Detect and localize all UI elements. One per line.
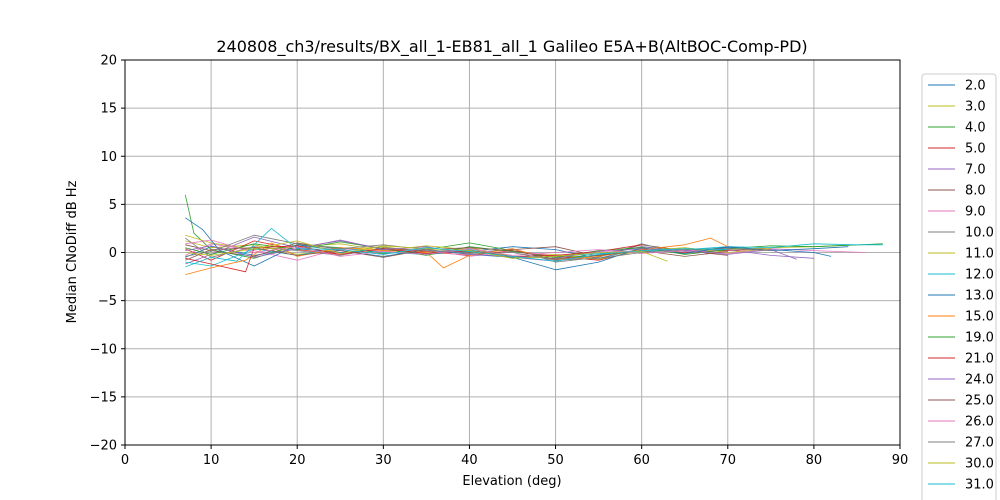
x-tick-label: 80 [806, 453, 823, 468]
series-line-30.0 [185, 240, 668, 262]
y-tick-label: 20 [100, 54, 117, 69]
legend-label: 11.0 [965, 247, 994, 262]
x-tick-label: 40 [461, 453, 478, 468]
legend-label: 3.0 [965, 100, 986, 115]
series-line-4.0 [184, 194, 883, 259]
y-tick-label: 0 [109, 246, 117, 261]
chart-title: 240808_ch3/results/BX_all_1-EB81_all_1 G… [216, 37, 807, 57]
legend-label: 24.0 [965, 373, 994, 388]
legend-label: 12.0 [965, 268, 994, 283]
legend-label: 25.0 [965, 394, 994, 409]
legend-label: 30.0 [965, 457, 994, 472]
x-tick-label: 60 [633, 453, 650, 468]
series-line-26.0 [185, 239, 685, 257]
y-tick-label: −20 [90, 439, 117, 454]
x-tick-label: 0 [121, 453, 129, 468]
series-line-19.0 [185, 241, 728, 258]
legend-label: 5.0 [965, 142, 986, 157]
y-tick-label: 5 [109, 198, 117, 213]
series-lines [184, 194, 883, 275]
x-tick-label: 20 [289, 453, 306, 468]
series-line-15.0 [185, 237, 728, 275]
legend-frame [921, 73, 997, 500]
x-tick-label: 30 [375, 453, 392, 468]
x-tick-label: 90 [892, 453, 909, 468]
y-tick-label: −10 [90, 342, 117, 357]
legend-label: 10.0 [965, 226, 994, 241]
y-tick-label: 15 [100, 102, 117, 117]
y-tick-label: −15 [90, 390, 117, 405]
legend-label: 9.0 [965, 205, 986, 220]
legend-label: 26.0 [965, 415, 994, 430]
legend-label: 27.0 [965, 436, 994, 451]
legend-label: 4.0 [965, 121, 986, 136]
legend-label: 7.0 [965, 163, 986, 178]
axis-ticks: 0 10 20 30 40 50 60 70 80 90 −20 −15 −10 −5 0 5 10 15 20 [90, 54, 909, 469]
y-tick-label: −5 [98, 294, 117, 309]
legend-label: 21.0 [965, 352, 994, 367]
x-axis-title: Elevation (deg) [462, 474, 561, 489]
series-line-31.0 [185, 227, 728, 268]
legend-label: 19.0 [965, 331, 994, 346]
legend: 2.0 3.0 4.0 5.0 7.0 8.0 9.0 10.0 11.0 12.0 13.0 15.… [921, 73, 997, 500]
legend-label: 31.0 [965, 478, 994, 493]
y-tick-label: 10 [100, 150, 117, 165]
series-line-8.0 [185, 242, 728, 257]
x-tick-label: 10 [203, 453, 220, 468]
series-line-24.0 [185, 239, 797, 260]
legend-label: 15.0 [965, 310, 994, 325]
x-tick-label: 70 [720, 453, 737, 468]
series-line-27.0 [185, 234, 771, 261]
legend-label: 2.0 [965, 79, 986, 94]
x-tick-label: 50 [547, 453, 564, 468]
series-line-21.0 [185, 244, 642, 273]
legend-label: 8.0 [965, 184, 986, 199]
y-axis-title: Median CNoDiff dB Hz [65, 180, 80, 323]
legend-label: 13.0 [965, 289, 994, 304]
